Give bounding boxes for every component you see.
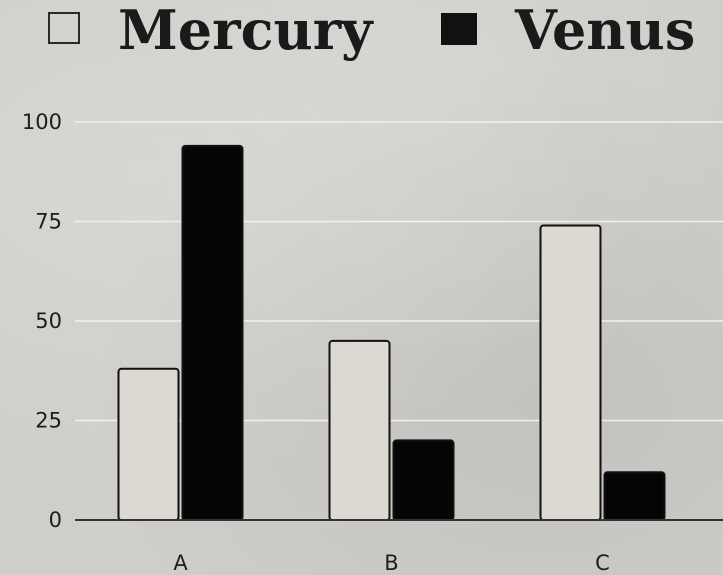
y-tick-label: 0 [49, 508, 62, 532]
x-tick-label: B [384, 551, 398, 575]
legend-swatch-mercury [48, 12, 80, 44]
legend-item-mercury: Mercury [48, 0, 374, 62]
y-tick-label: 50 [35, 309, 62, 333]
bar-venus-b [392, 439, 455, 521]
x-tick-label: A [173, 551, 188, 575]
legend-label-mercury: Mercury [118, 0, 374, 62]
legend-item-venus: Venus [441, 0, 695, 62]
y-tick-label: 25 [35, 409, 62, 433]
bar-mercury-a [117, 367, 180, 522]
bar-venus-a [181, 144, 244, 521]
bar-mercury-c [539, 224, 602, 521]
bar-venus-c [603, 471, 666, 521]
x-tick-label: C [595, 551, 610, 575]
bars [117, 144, 666, 522]
legend-label-venus: Venus [514, 0, 695, 62]
legend: Mercury Venus [48, 0, 695, 62]
y-tick-label: 100 [22, 110, 62, 134]
y-tick-label: 75 [35, 210, 62, 234]
x-tick-labels: A B C [173, 551, 610, 575]
legend-swatch-venus [441, 13, 477, 45]
bar-mercury-b [328, 339, 391, 521]
